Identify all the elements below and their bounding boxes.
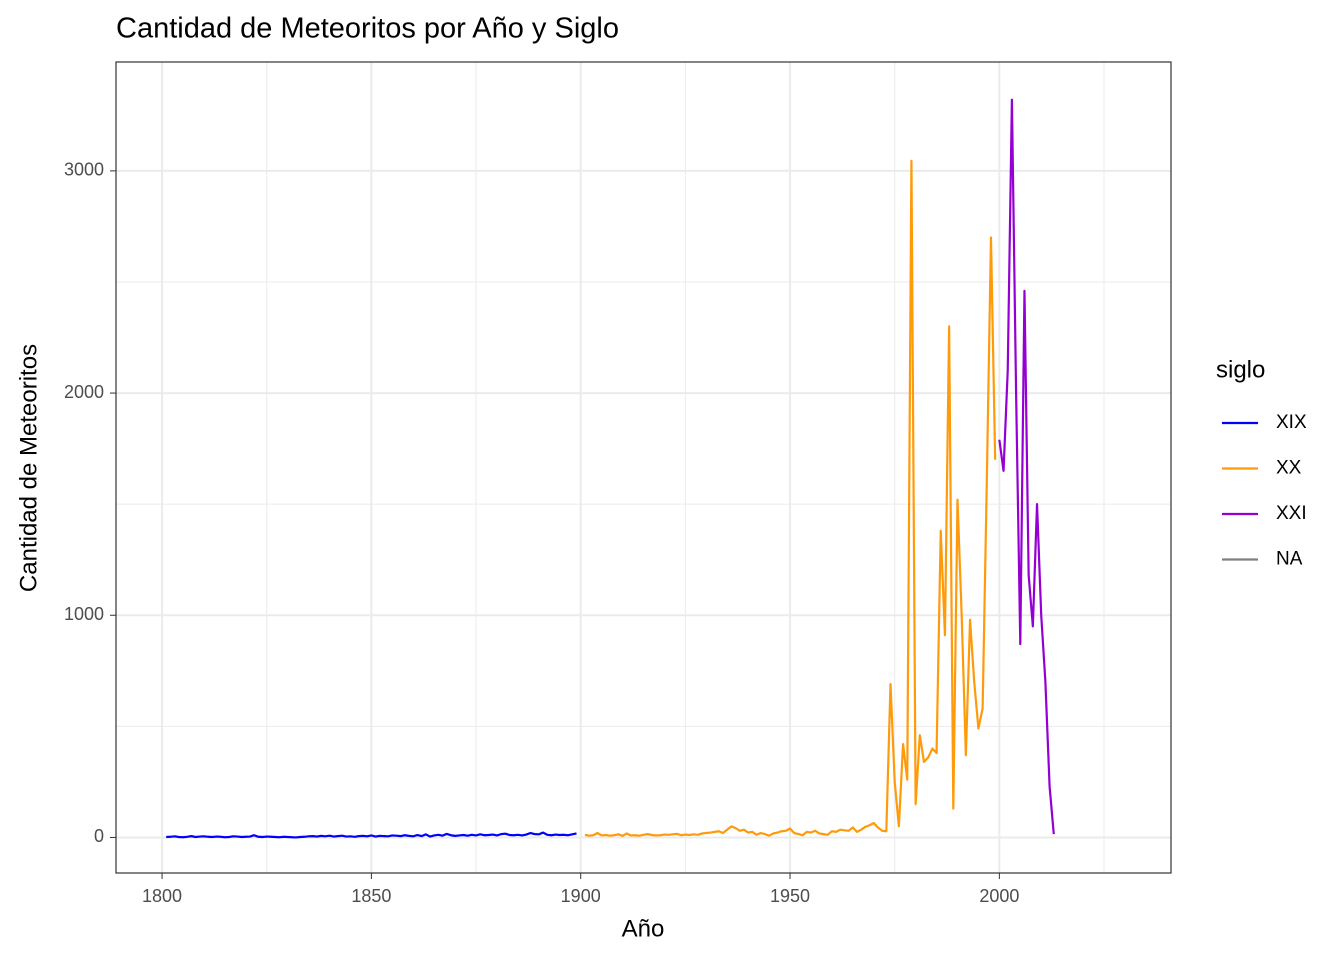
legend-label: XIX (1276, 412, 1307, 433)
x-tick-label: 2000 (979, 886, 1019, 906)
y-tick-label: 0 (94, 826, 104, 846)
plot-background (116, 62, 1171, 873)
y-tick-label: 2000 (64, 382, 104, 402)
series-line (998, 98, 1055, 835)
legend-label: XXI (1276, 503, 1307, 524)
x-tick-label: 1850 (351, 886, 391, 906)
y-axis-label: Cantidad de Meteoritos (15, 344, 42, 592)
x-tick-label: 1900 (561, 886, 601, 906)
legend-label: XX (1276, 458, 1302, 479)
x-tick-label: 1950 (770, 886, 810, 906)
plot-border (115, 61, 1172, 874)
legend-label: NA (1276, 549, 1303, 570)
legend-title: siglo (1216, 356, 1265, 383)
y-tick-label: 1000 (64, 604, 104, 624)
series-line (584, 159, 997, 837)
series-line (166, 831, 577, 839)
y-tick-label: 3000 (64, 160, 104, 180)
chart-title: Cantidad de Meteoritos por Año y Siglo (116, 13, 619, 45)
x-axis-label: Año (622, 915, 665, 942)
x-tick-label: 1800 (142, 886, 182, 906)
